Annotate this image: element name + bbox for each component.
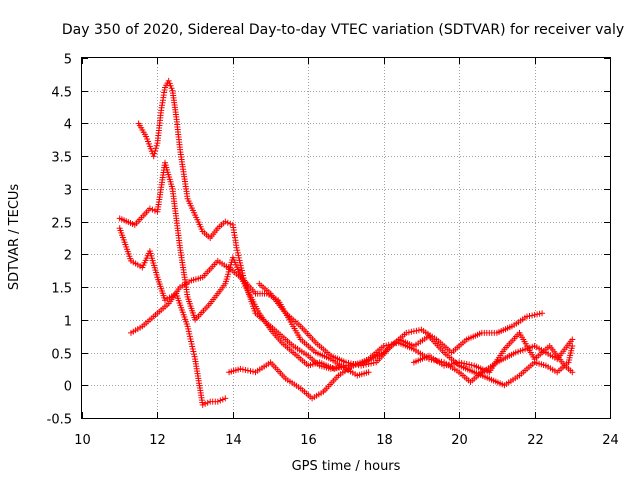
x-tick-label: 10 (74, 433, 91, 448)
series-markers (410, 329, 576, 376)
y-tick-label: 1.5 (51, 282, 72, 297)
x-tick-label: 12 (149, 433, 166, 448)
plot-frame (81, 57, 611, 419)
y-tick-label: 0.5 (51, 348, 72, 363)
series-arc7 (343, 333, 576, 389)
series-markers (256, 280, 546, 369)
x-axis-label: GPS time / hours (292, 459, 401, 474)
y-axis-ticks: -0.5 0 0.5 1 1.5 2 2.5 3 3.5 4 4.5 5 (47, 53, 610, 428)
series-markers (343, 333, 576, 389)
series-markers (128, 257, 372, 379)
x-tick-label: 22 (527, 433, 544, 448)
x-tick-label: 20 (451, 433, 468, 448)
y-tick-label: 1 (64, 315, 72, 330)
y-tick-label: 3 (64, 184, 72, 199)
y-tick-label: 2 (64, 249, 72, 264)
x-tick-label: 24 (602, 433, 619, 448)
y-tick-label: 3.5 (51, 151, 72, 166)
series-markers (135, 77, 349, 372)
y-tick-label: 0 (64, 380, 72, 395)
series-markers (475, 336, 576, 379)
y-tick-label: 2.5 (51, 217, 72, 232)
y-axis-label: SDTVAR / TECUs (7, 184, 22, 291)
chart-title: Day 350 of 2020, Sidereal Day-to-day VTE… (62, 22, 624, 38)
series-arc4 (128, 257, 372, 379)
x-tick-label: 14 (225, 433, 242, 448)
series-markers (116, 225, 229, 408)
x-tick-label: 18 (376, 433, 393, 448)
series-arc2 (116, 225, 229, 408)
x-tick-label: 16 (300, 433, 317, 448)
series-arc3 (135, 77, 349, 372)
y-tick-label: 4 (64, 118, 72, 133)
grid (82, 58, 610, 418)
series-arc8 (410, 329, 576, 376)
y-tick-label: -0.5 (47, 413, 72, 428)
y-tick-label: 4.5 (51, 86, 72, 101)
series-arc6 (256, 280, 546, 369)
data-points (116, 77, 576, 408)
y-tick-label: 5 (64, 53, 72, 68)
series-arc9 (475, 336, 576, 379)
x-axis-ticks: 10 12 14 16 18 20 22 24 (74, 58, 619, 448)
